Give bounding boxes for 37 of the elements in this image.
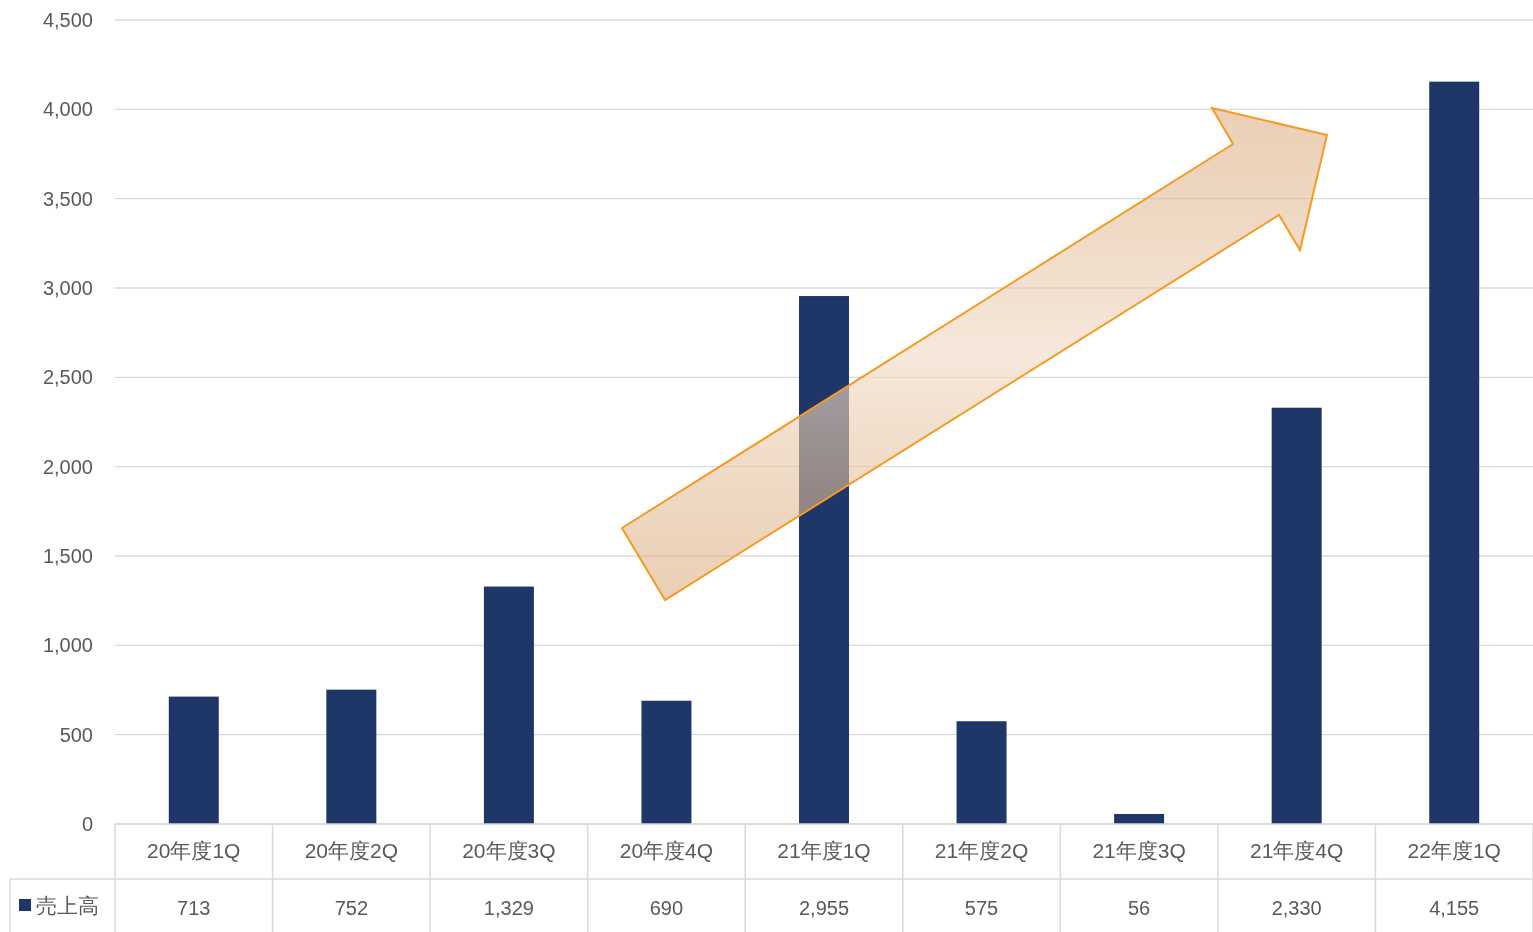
data-label: 2,330 xyxy=(1271,897,1322,919)
data-label: 2,955 xyxy=(798,897,850,919)
x-tick-label: 21年度1Q xyxy=(777,839,871,862)
x-tick-label: 21年度2Q xyxy=(934,839,1029,862)
bar xyxy=(483,586,534,824)
bar xyxy=(641,700,692,824)
data-label: 713 xyxy=(177,897,211,919)
bar xyxy=(1271,407,1322,824)
data-label: 690 xyxy=(649,897,684,919)
bar xyxy=(1429,81,1480,824)
bar xyxy=(168,696,219,824)
y-tick-label: 500 xyxy=(59,723,93,746)
y-tick-label: 2,500 xyxy=(42,366,93,389)
data-label: 575 xyxy=(964,897,999,919)
data-label: 1,329 xyxy=(483,897,534,919)
y-tick-label: 0 xyxy=(81,813,93,835)
y-tick-label: 3,000 xyxy=(42,277,93,299)
data-label: 752 xyxy=(334,897,369,919)
x-tick-label: 20年度2Q xyxy=(304,839,399,862)
y-tick-label: 4,500 xyxy=(42,9,93,31)
y-tick-label: 3,500 xyxy=(42,187,93,210)
x-tick-label: 22年度1Q xyxy=(1407,839,1501,862)
bar xyxy=(1114,814,1165,824)
x-tick-label: 21年度4Q xyxy=(1249,839,1344,862)
legend-label: 売上高 xyxy=(36,894,99,917)
x-tick-label: 20年度4Q xyxy=(619,839,714,862)
bar xyxy=(956,721,1007,824)
x-tick-label: 20年度3Q xyxy=(462,839,556,862)
x-tick-label: 20年度1Q xyxy=(147,839,241,862)
y-tick-label: 1,000 xyxy=(42,634,93,657)
y-tick-label: 4,000 xyxy=(42,98,93,121)
y-tick-label: 2,000 xyxy=(42,455,93,478)
x-tick-label: 21年度3Q xyxy=(1092,839,1186,862)
bar xyxy=(326,689,377,824)
y-tick-label: 1,500 xyxy=(42,545,93,567)
data-label: 4,155 xyxy=(1429,897,1480,919)
data-label: 56 xyxy=(1127,897,1151,919)
